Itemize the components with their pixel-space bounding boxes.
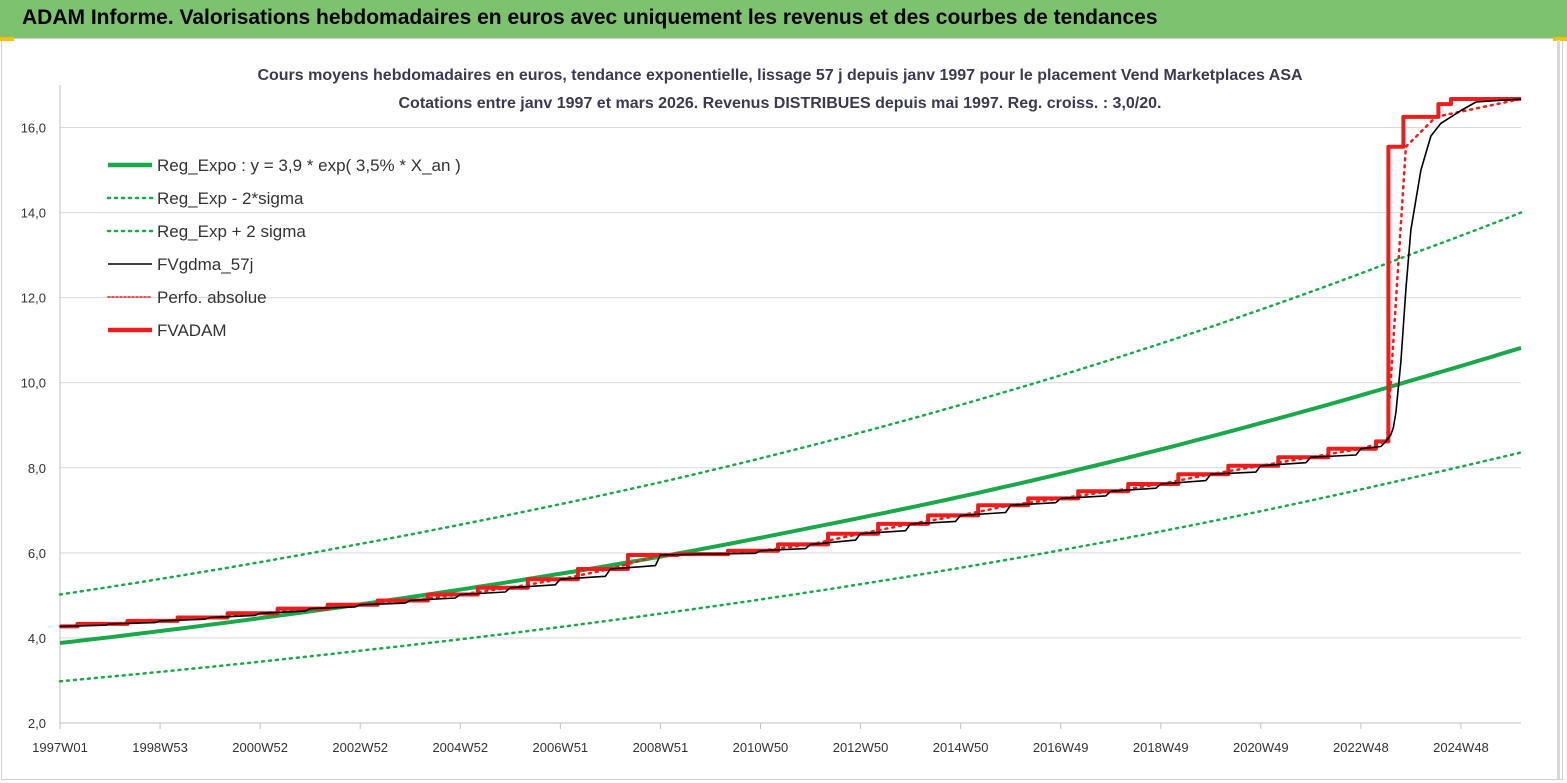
legend-label: FVADAM [157,321,227,340]
x-tick-label: 2018W49 [1133,740,1189,755]
right-edge-bar [1557,40,1560,780]
legend-label: FVgdma_57j [157,255,253,274]
x-tick-label: 1997W01 [32,740,88,755]
x-tick-label: 2014W50 [933,740,989,755]
x-tick-label: 1998W53 [132,740,188,755]
x-tick-label: 2022W48 [1333,740,1389,755]
y-tick-label: 16,0 [21,121,46,136]
corner-marker-left [0,37,14,41]
header-banner: ADAM Informe. Valorisations hebdomadaire… [0,0,1567,38]
chart-frame [1,38,1563,780]
legend: Reg_Expo : y = 3,9 * exp( 3,5% * X_an ) R… [106,156,461,340]
y-tick-label: 8,0 [28,461,46,476]
x-tick-label: 2008W51 [633,740,689,755]
y-tick-label: 10,0 [21,376,46,391]
legend-label: Reg_Exp + 2 sigma [157,222,306,241]
series-line-0 [59,345,1522,645]
y-tick-label: 2,0 [28,716,46,731]
x-tick-label: 2002W52 [332,740,388,755]
chart-title-line-1: Cours moyens hebdomadaires en euros, ten… [257,67,1303,84]
x-tick-label: 2010W50 [733,740,789,755]
y-tick-label: 12,0 [21,291,46,306]
series-line-3 [59,98,1522,628]
x-tick-label: 2012W50 [833,740,889,755]
legend-label: Reg_Exp - 2*sigma [157,189,304,208]
series-line-4 [58,97,1523,628]
x-tick-label: 2020W49 [1233,740,1289,755]
x-tick-label: 2024W48 [1433,740,1489,755]
corner-marker-right [1553,37,1567,41]
series-line-1 [58,451,1523,683]
series-line-5 [60,97,1521,629]
header-title: ADAM Informe. Valorisations hebdomadaire… [22,6,1158,29]
series-lines [58,97,1523,683]
grid-lines [59,85,1521,724]
x-tick-label: 2016W49 [1033,740,1089,755]
y-axis-ticks: 2,0 4,0 6,0 8,0 10,0 12,0 14,0 16,0 [21,121,46,731]
y-tick-label: 4,0 [28,631,46,646]
x-tick-label: 2004W52 [432,740,488,755]
legend-label: Reg_Expo : y = 3,9 * exp( 3,5% * X_an ) [157,156,461,175]
chart-title-line-2: Cotations entre janv 1997 et mars 2026. … [399,95,1162,112]
legend-label: Perfo. absolue [157,288,267,307]
x-tick-label: 2006W51 [533,740,589,755]
y-tick-label: 6,0 [28,546,46,561]
x-tick-label: 2000W52 [232,740,288,755]
x-axis-ticks: 1997W01 1998W53 2000W52 2002W52 2004W52 2006W… [32,723,1489,755]
series-line-2 [58,211,1523,596]
y-tick-label: 14,0 [21,206,46,221]
